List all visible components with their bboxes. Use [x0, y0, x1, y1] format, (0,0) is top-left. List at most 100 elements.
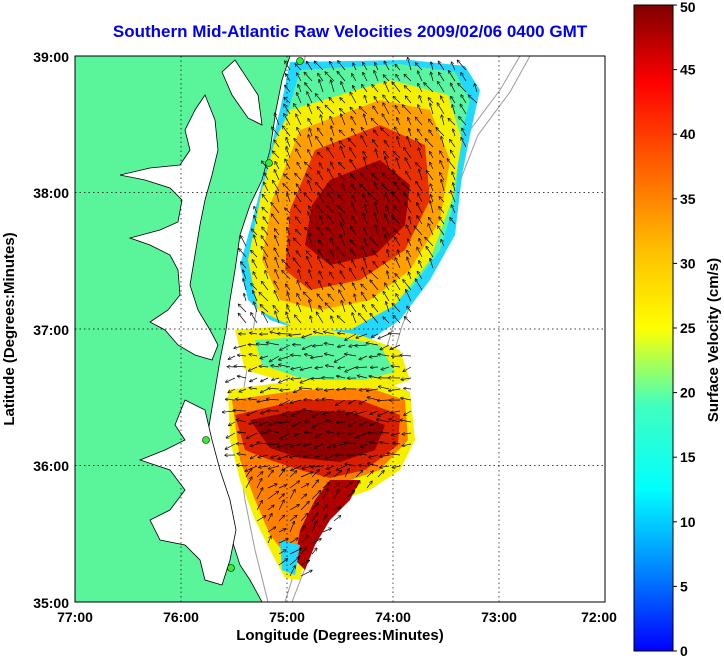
velocity-arrow — [278, 454, 291, 459]
velocity-arrow — [419, 239, 423, 247]
velocity-arrow — [383, 317, 390, 324]
velocity-arrow — [350, 160, 357, 170]
velocity-arrow — [280, 399, 291, 405]
velocity-arrow — [417, 129, 423, 137]
colorbar: 0 5 10 15 20 25 30 35 40 45 50 Surface Velocity (c… — [633, 0, 722, 659]
velocity-arrow — [270, 355, 280, 362]
velocity-arrow — [264, 257, 269, 269]
velocity-arrow — [382, 173, 390, 181]
velocity-arrow — [404, 317, 412, 324]
velocity-arrow — [339, 290, 346, 302]
velocity-arrow — [291, 355, 302, 356]
velocity-arrow — [364, 228, 368, 236]
velocity-arrow — [416, 139, 423, 148]
velocity-arrow — [336, 399, 346, 405]
velocity-arrow — [417, 272, 423, 280]
velocity-arrow — [325, 354, 335, 357]
velocity-arrow — [395, 182, 401, 192]
velocity-arrow — [439, 217, 445, 225]
velocity-arrow — [249, 422, 258, 424]
velocity-arrow — [338, 206, 346, 214]
velocity-arrow — [366, 481, 372, 489]
velocity-arrow — [312, 421, 324, 428]
velocity-arrow — [369, 454, 379, 458]
velocity-arrow — [261, 236, 269, 247]
velocity-arrow — [367, 397, 379, 401]
velocity-arrow — [407, 306, 412, 313]
velocity-arrow — [404, 410, 412, 415]
velocity-arrow — [457, 60, 467, 71]
velocity-arrow — [439, 207, 445, 214]
velocity-arrow — [307, 62, 313, 71]
velocity-arrow — [262, 195, 269, 203]
velocity-arrow — [450, 140, 456, 148]
velocity-arrow — [297, 281, 302, 291]
velocity-arrow — [384, 151, 390, 159]
velocity-arrow — [395, 237, 401, 247]
velocity-arrow — [289, 505, 299, 511]
velocity-arrow — [337, 422, 346, 423]
velocity-arrow — [407, 137, 412, 148]
velocity-arrow — [226, 377, 236, 382]
velocity-arrow — [274, 281, 280, 291]
velocity-arrow — [311, 491, 320, 500]
velocity-arrow — [256, 488, 263, 500]
velocity-arrow — [313, 345, 324, 346]
velocity-arrow — [390, 344, 401, 349]
velocity-arrow — [362, 246, 368, 258]
velocity-arrow — [385, 157, 390, 170]
velocity-arrow — [294, 238, 302, 247]
velocity-arrow — [291, 399, 302, 403]
velocity-arrow — [461, 95, 467, 104]
velocity-arrow — [389, 419, 401, 423]
velocity-arrow — [419, 169, 423, 181]
velocity-arrow — [406, 290, 412, 302]
velocity-arrow — [254, 207, 258, 214]
velocity-arrow — [243, 279, 247, 291]
velocity-arrow — [250, 333, 258, 334]
velocity-arrow — [370, 313, 379, 324]
velocity-arrow — [359, 107, 368, 115]
velocity-arrow — [372, 140, 379, 148]
velocity-arrow — [461, 138, 467, 148]
velocity-arrow — [372, 305, 379, 313]
velocity-arrow — [397, 137, 401, 148]
velocity-arrow — [407, 257, 412, 269]
velocity-arrow — [289, 516, 297, 522]
velocity-arrow — [308, 119, 313, 126]
velocity-arrow — [354, 294, 356, 302]
velocity-arrow — [324, 332, 335, 335]
y-tick-label: 36:00 — [33, 458, 69, 474]
velocity-arrow — [311, 503, 318, 511]
velocity-arrow — [279, 377, 291, 383]
velocity-arrow — [389, 389, 401, 391]
velocity-arrow — [295, 64, 302, 71]
colorbar-tick-label: 10 — [680, 514, 696, 530]
velocity-arrow — [278, 539, 288, 544]
plot-frame — [74, 55, 606, 603]
velocity-arrow — [371, 119, 379, 126]
velocity-arrow — [402, 183, 412, 192]
velocity-arrow — [383, 103, 390, 115]
velocity-arrow — [451, 83, 456, 93]
velocity-arrow — [328, 193, 335, 203]
velocity-arrow — [355, 481, 360, 489]
velocity-arrow — [302, 333, 313, 338]
velocity-arrow — [265, 271, 269, 280]
velocity-arrow — [339, 214, 346, 225]
velocity-arrow — [437, 103, 445, 115]
velocity-arrow — [370, 280, 379, 291]
velocity-arrow — [297, 73, 302, 82]
velocity-arrow — [346, 410, 357, 414]
velocity-arrow — [393, 171, 401, 181]
colorbar-tick-label: 20 — [680, 385, 696, 401]
velocity-arrow — [238, 376, 247, 378]
velocity-arrow — [341, 301, 346, 313]
colorbar-tick-label: 5 — [680, 578, 688, 594]
velocity-arrow — [318, 257, 324, 269]
velocity-arrow — [401, 378, 412, 380]
velocity-arrow — [341, 82, 346, 93]
velocity-arrow — [360, 421, 368, 425]
velocity-arrow — [311, 466, 324, 467]
